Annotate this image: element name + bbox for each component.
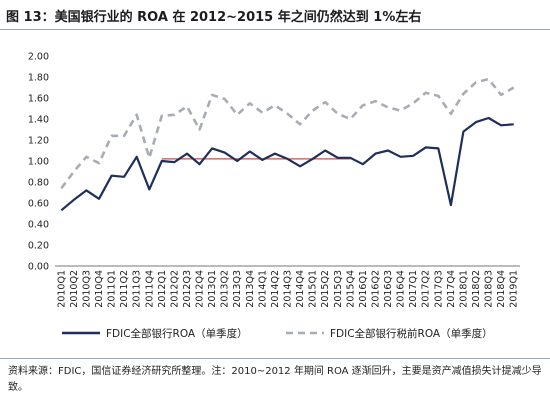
source-note: 资料来源：FDIC，国信证券经济研究所整理。注：2010~2012 年期间 RO… [8, 366, 542, 393]
x-tick-label: 2010Q4 [94, 270, 105, 308]
y-tick-label: 2.00 [28, 52, 49, 63]
x-tick-label: 2018Q2 [471, 270, 482, 308]
legend-label-pretax-roa: FDIC全部银行税前ROA（单季度） [330, 327, 493, 340]
x-tick-label: 2016Q3 [383, 270, 394, 308]
x-tick-label: 2014Q1 [257, 270, 268, 308]
series-line-pretax-roa [60, 77, 515, 190]
x-tick-label: 2010Q1 [56, 270, 67, 308]
x-tick-label: 2017Q4 [446, 270, 457, 308]
y-tick-label: 0.00 [28, 262, 49, 273]
y-tick-label: 1.00 [28, 157, 49, 168]
x-tick-label: 2012Q2 [169, 270, 180, 308]
series-line-roa [60, 116, 514, 212]
x-tick-label: 2013Q1 [207, 270, 218, 308]
x-tick-label: 2013Q3 [232, 270, 243, 308]
x-tick-label: 2016Q4 [396, 270, 407, 308]
chart-title: 图 13：美国银行业的 ROA 在 2012~2015 年之间仍然达到 1%左右 [6, 10, 422, 25]
x-tick-label: 2011Q1 [107, 270, 118, 308]
x-tick-label: 2015Q3 [333, 270, 344, 308]
x-tick-label: 2012Q1 [157, 270, 168, 308]
x-tick-label: 2014Q3 [283, 270, 294, 308]
x-tick-label: 2012Q3 [182, 270, 193, 308]
y-tick-label: 1.40 [28, 115, 49, 126]
x-tick-label: 2015Q4 [345, 270, 356, 308]
x-tick-label: 2017Q2 [421, 270, 432, 308]
x-tick-label: 2016Q1 [358, 270, 369, 308]
x-tick-label: 2014Q4 [295, 270, 306, 308]
x-tick-label: 2014Q2 [270, 270, 281, 308]
x-tick-label: 2018Q4 [496, 270, 507, 308]
y-tick-label: 1.80 [28, 73, 49, 84]
x-tick-label: 2012Q4 [195, 270, 206, 308]
x-tick-label: 2015Q1 [308, 270, 319, 308]
y-tick-label: 0.80 [28, 178, 49, 189]
roa-line-chart: 0.00 0.20 0.40 0.60 0.80 1.00 1.20 1.40 1.60 1.80… [28, 52, 520, 340]
x-tick-label: 2018Q1 [458, 270, 469, 308]
y-tick-label: 0.40 [28, 220, 49, 231]
x-tick-label: 2017Q3 [433, 270, 444, 308]
y-tick-label: 0.60 [28, 199, 49, 210]
x-tick-label: 2010Q2 [69, 270, 80, 308]
y-tick-label: 1.60 [28, 94, 49, 105]
source-bar: 资料来源：FDIC，国信证券经济研究所整理。注：2010~2012 年期间 RO… [0, 358, 550, 401]
x-tick-label: 2013Q2 [220, 270, 231, 308]
x-tick-label: 2011Q2 [119, 270, 130, 308]
x-tick-label: 2019Q1 [509, 270, 520, 308]
x-tick-label: 2015Q2 [320, 270, 331, 308]
y-tick-label: 0.20 [28, 241, 49, 252]
x-tick-label: 2016Q2 [370, 270, 381, 308]
title-bar: 图 13：美国银行业的 ROA 在 2012~2015 年之间仍然达到 1%左右 [0, 0, 550, 30]
x-tick-label: 2017Q1 [408, 270, 419, 308]
legend-label-roa: FDIC全部银行ROA（单季度） [106, 327, 248, 340]
x-tick-label: 2013Q4 [245, 270, 256, 308]
chart-area: 0.00 0.20 0.40 0.60 0.80 1.00 1.20 1.40 1.60 1.80… [0, 30, 550, 360]
x-tick-label: 2010Q3 [81, 270, 92, 308]
x-tick-label: 2011Q3 [132, 270, 143, 308]
x-tick-label: 2011Q4 [144, 270, 155, 308]
x-tick-label: 2018Q3 [484, 270, 495, 308]
y-tick-label: 1.20 [28, 136, 49, 147]
